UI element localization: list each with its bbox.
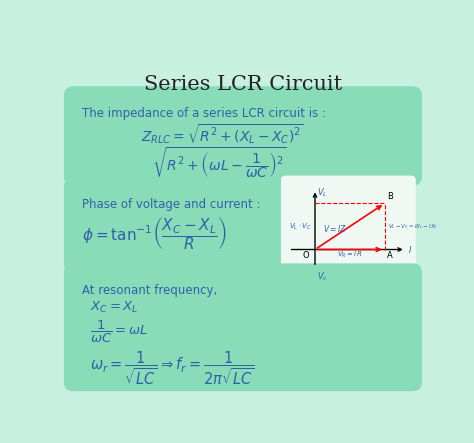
Text: $\dfrac{1}{\omega C} = \omega L$: $\dfrac{1}{\omega C} = \omega L$ xyxy=(90,319,148,345)
Text: $Z_{RLC}=\sqrt{R^2+(X_L - X_C)^2}$: $Z_{RLC}=\sqrt{R^2+(X_L - X_C)^2}$ xyxy=(141,122,304,146)
Text: $V=IZ$: $V=IZ$ xyxy=(323,223,347,234)
Text: Series LCR Circuit: Series LCR Circuit xyxy=(144,75,342,94)
Text: $I$: $I$ xyxy=(408,244,412,255)
Text: $V_c$: $V_c$ xyxy=(317,270,328,283)
Text: $X_C = X_L$: $X_C = X_L$ xyxy=(90,299,139,315)
Text: B: B xyxy=(387,192,393,201)
Text: Phase of voltage and current :: Phase of voltage and current : xyxy=(82,198,261,211)
Text: O: O xyxy=(302,251,309,260)
Text: A: A xyxy=(387,251,393,260)
Text: $V_R=IR$: $V_R=IR$ xyxy=(337,250,363,260)
Text: $V_L-V_C=IX_L-IX_C$: $V_L-V_C=IX_L-IX_C$ xyxy=(388,222,438,231)
Text: At resonant frequency,: At resonant frequency, xyxy=(82,284,218,297)
Text: $V_L \cdot V_C$: $V_L \cdot V_C$ xyxy=(289,222,312,232)
Text: $\omega_r=\dfrac{1}{\sqrt{LC}} \Rightarrow f_r=\dfrac{1}{2\pi\sqrt{LC}}$: $\omega_r=\dfrac{1}{\sqrt{LC}} \Rightarr… xyxy=(90,350,255,387)
FancyBboxPatch shape xyxy=(64,86,422,186)
Text: $V_L$: $V_L$ xyxy=(317,187,327,199)
Text: $\phi = \tan^{-1}\!\left(\dfrac{X_C - X_L}{R}\right)$: $\phi = \tan^{-1}\!\left(\dfrac{X_C - X_… xyxy=(82,215,228,252)
FancyBboxPatch shape xyxy=(64,264,422,391)
FancyBboxPatch shape xyxy=(281,175,416,276)
Text: The impedance of a series LCR circuit is :: The impedance of a series LCR circuit is… xyxy=(82,107,327,120)
Text: $\sqrt{R^2+\left(\omega L - \dfrac{1}{\omega C}\right)^2}$: $\sqrt{R^2+\left(\omega L - \dfrac{1}{\o… xyxy=(152,146,287,180)
FancyBboxPatch shape xyxy=(64,177,286,272)
